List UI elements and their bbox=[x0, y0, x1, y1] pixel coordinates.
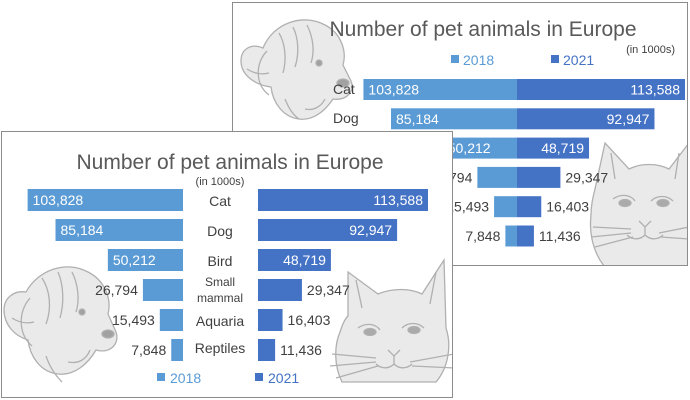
bar-2018 bbox=[107, 249, 183, 271]
front-chart-subtitle: (in 1000s) bbox=[196, 176, 245, 188]
back-category-labels: Cat Dog bbox=[333, 81, 359, 126]
bar-2018 bbox=[55, 219, 183, 241]
data-label-2021: 113,588 bbox=[373, 192, 423, 208]
bar-2018 bbox=[363, 79, 517, 100]
back-chart-subtitle: (in 1000s) bbox=[626, 44, 675, 56]
bar-2021 bbox=[258, 189, 428, 211]
data-label-2018: 7,848 bbox=[131, 342, 166, 358]
data-label-2021: 29,347 bbox=[307, 282, 350, 298]
data-label-2018: 15,493 bbox=[112, 312, 155, 328]
data-label-2021: 11,436 bbox=[539, 228, 581, 244]
data-label-2021: 48,719 bbox=[541, 140, 584, 156]
bar-2021 bbox=[517, 225, 534, 247]
legend-swatch-2021 bbox=[551, 55, 559, 63]
dog-sketch-icon bbox=[240, 19, 353, 120]
data-label-2018: 103,828 bbox=[33, 192, 84, 208]
back-chart-title: Number of pet animals in Europe bbox=[330, 18, 637, 41]
bar-2018 bbox=[171, 339, 183, 361]
data-label-2018: 85,184 bbox=[61, 222, 104, 238]
data-label-2021: 92,947 bbox=[607, 111, 650, 127]
data-label-2018: 50,212 bbox=[448, 140, 491, 156]
front-chart-legend: 2018 2021 bbox=[157, 370, 299, 386]
bar-2021 bbox=[517, 137, 590, 159]
legend-label-2018: 2018 bbox=[170, 370, 201, 386]
bar-2021 bbox=[258, 219, 398, 241]
legend-label-2021: 2021 bbox=[268, 370, 299, 386]
bar-2021 bbox=[258, 249, 331, 271]
data-label-2021: 11,436 bbox=[280, 342, 322, 358]
data-label-2018: 50,212 bbox=[113, 252, 156, 268]
data-label-2021: 29,347 bbox=[565, 169, 608, 185]
bar-2018 bbox=[391, 108, 517, 130]
bar-2021 bbox=[517, 79, 685, 100]
category-label: Cat bbox=[333, 81, 355, 97]
dog-sketch-icon bbox=[3, 266, 118, 383]
category-label: Reptiles bbox=[195, 340, 246, 356]
data-label-2021: 16,403 bbox=[546, 199, 589, 215]
front-chart-svg: Number of pet animals in Europe (in 1000… bbox=[3, 151, 452, 386]
bar-2018 bbox=[442, 137, 517, 159]
category-label: Cat bbox=[209, 193, 231, 209]
data-label-2021: 92,947 bbox=[349, 222, 392, 238]
front-chart-bars: 103,828 85,184 50,212 26,794 15,493 7,848 113,… bbox=[27, 189, 428, 361]
data-label-2018: 7,848 bbox=[465, 228, 500, 244]
front-chart-panel: Number of pet animals in Europe (in 1000… bbox=[1, 131, 453, 398]
data-label-2018: 15,493 bbox=[446, 199, 489, 215]
category-label: Dog bbox=[207, 223, 233, 239]
bar-2018 bbox=[27, 189, 183, 211]
bar-2018 bbox=[505, 225, 517, 247]
bar-2021 bbox=[517, 108, 655, 130]
bar-2018 bbox=[494, 196, 517, 218]
data-label-2021: 48,719 bbox=[283, 252, 326, 268]
data-label-2021: 113,588 bbox=[630, 82, 680, 98]
legend-label-2021: 2021 bbox=[563, 52, 594, 68]
bar-2021 bbox=[258, 279, 302, 301]
category-label: Dog bbox=[333, 110, 359, 126]
bar-2018 bbox=[159, 309, 183, 331]
category-label: Aquaria bbox=[196, 313, 244, 329]
bar-2021 bbox=[258, 339, 276, 361]
data-label-2018: 26,794 bbox=[95, 282, 138, 298]
category-label-line1: Small bbox=[205, 275, 235, 289]
bar-2018 bbox=[142, 279, 183, 301]
back-chart-svg: Number of pet animals in Europe (in 1000… bbox=[240, 18, 687, 265]
bar-2021 bbox=[517, 166, 561, 188]
legend-swatch-2018 bbox=[157, 373, 165, 381]
data-label-2018: 85,184 bbox=[396, 111, 439, 127]
back-chart-bars: 103,82885,18450,21226,79415,4937,848113,… bbox=[363, 79, 685, 247]
back-chart-legend: 2018 2021 bbox=[451, 52, 594, 68]
legend-swatch-2018 bbox=[451, 55, 459, 63]
bar-2021 bbox=[517, 196, 542, 218]
data-label-2021: 16,403 bbox=[288, 312, 331, 328]
cat-sketch-icon bbox=[329, 257, 452, 383]
category-label: Bird bbox=[208, 253, 233, 269]
bar-2021 bbox=[258, 309, 283, 331]
front-chart-title: Number of pet animals in Europe bbox=[77, 151, 384, 174]
legend-label-2018: 2018 bbox=[463, 52, 494, 68]
front-category-labels: Cat Dog Bird Small mammal Aquaria Reptil… bbox=[195, 193, 246, 356]
legend-swatch-2021 bbox=[255, 373, 263, 381]
cat-sketch-icon bbox=[589, 141, 687, 265]
data-label-2018: 103,828 bbox=[368, 82, 419, 98]
category-label-line2: mammal bbox=[197, 291, 243, 305]
bar-2018 bbox=[477, 166, 517, 188]
